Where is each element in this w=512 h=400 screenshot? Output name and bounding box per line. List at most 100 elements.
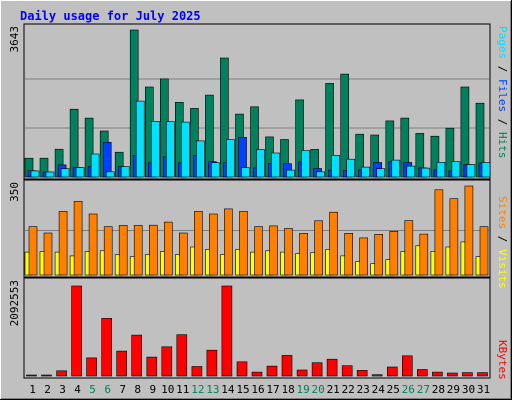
x-tick-label: 15 <box>236 383 249 396</box>
pages-bar <box>120 166 130 178</box>
pages-bar <box>151 121 160 178</box>
kbytes-bar <box>116 350 127 377</box>
visits-bar <box>299 233 308 276</box>
x-tick-label: 11 <box>176 383 189 396</box>
kbytes-bar <box>356 370 368 377</box>
hits-bar <box>460 86 470 178</box>
kbytes-bar <box>371 374 383 377</box>
pages-bar <box>346 158 356 178</box>
visits-bar <box>164 221 173 276</box>
pages-bar <box>30 170 40 178</box>
kbytes-bar <box>341 365 353 377</box>
pages-bar <box>436 162 446 178</box>
panel-top-legend: Pages / Files / Hits <box>496 26 509 159</box>
kbytes-bar <box>311 362 323 377</box>
x-tick-label: 20 <box>311 383 324 396</box>
visits-bar <box>179 232 188 276</box>
visits-bar <box>344 233 354 276</box>
x-tick-label: 31 <box>477 383 490 396</box>
x-tick-label: 8 <box>134 383 141 396</box>
pages-bar <box>75 167 85 178</box>
kbytes-bar <box>41 374 52 377</box>
x-tick-label: 16 <box>251 383 264 396</box>
kbytes-bar <box>176 334 188 377</box>
pages-bar <box>45 171 55 178</box>
panel-middle-legend: Sites / Visits <box>496 196 509 289</box>
x-tick-label: 18 <box>281 383 294 396</box>
legend-entry: / <box>496 229 509 249</box>
panel-middle-bars <box>24 185 489 276</box>
pages-bar <box>105 171 115 178</box>
panel-middle-max-label: 350 <box>8 182 21 202</box>
panel-bottom-bars <box>26 285 488 377</box>
legend-entry: Visits <box>496 249 509 289</box>
kbytes-bar <box>56 370 67 377</box>
kbytes-bar <box>86 357 97 377</box>
pages-bar <box>361 166 371 178</box>
visits-bar <box>449 198 459 276</box>
pages-bar <box>481 162 491 178</box>
kbytes-bar <box>146 356 158 377</box>
kbytes-bar <box>206 349 218 377</box>
visits-bar <box>284 228 293 276</box>
visits-bar <box>224 208 233 276</box>
x-tick-label: 2 <box>44 383 51 396</box>
visits-bar <box>434 189 444 276</box>
x-tick-label: 1 <box>29 383 36 396</box>
pages-bar <box>421 167 431 178</box>
x-tick-label: 14 <box>221 383 235 396</box>
legend-entry: / <box>496 59 509 79</box>
visits-bar <box>209 213 218 276</box>
pages-bar <box>376 168 386 178</box>
legend-entry: KBytes <box>496 340 509 380</box>
visits-bar <box>194 211 203 276</box>
kbytes-bar <box>101 318 112 377</box>
visits-bar <box>149 224 158 276</box>
pages-bar <box>331 155 340 178</box>
x-tick-label: 22 <box>342 383 355 396</box>
legend-entry: Files <box>496 79 509 112</box>
visits-bar <box>103 226 113 276</box>
x-tick-label: 30 <box>462 383 475 396</box>
legend-entry: / <box>496 112 509 132</box>
pages-bar <box>451 161 461 178</box>
kbytes-bar <box>477 372 488 377</box>
visits-bar <box>269 225 278 276</box>
x-tick-label: 21 <box>327 383 340 396</box>
pages-bar <box>241 167 250 178</box>
x-tick-label: 23 <box>357 383 370 396</box>
pages-bar <box>301 150 310 178</box>
x-tick-label: 4 <box>74 383 81 396</box>
kbytes-bar <box>281 355 293 377</box>
visits-bar <box>118 225 128 276</box>
pages-bar <box>406 165 416 178</box>
kbytes-bar <box>416 369 428 377</box>
panel-bottom-max-label: 2092553 <box>8 280 21 326</box>
kbytes-bar <box>131 334 142 377</box>
pages-bar <box>90 153 100 178</box>
pages-bar <box>256 149 265 178</box>
visits-bar <box>73 201 83 276</box>
pages-bar <box>135 100 145 178</box>
pages-bar <box>466 164 476 178</box>
legend-entry: Sites <box>496 196 509 229</box>
legend-entry: Pages <box>496 26 509 59</box>
x-tick-label: 12 <box>191 383 204 396</box>
visits-bar <box>88 213 98 276</box>
pages-bar <box>316 171 325 178</box>
kbytes-bar <box>221 285 233 377</box>
x-tick-label: 9 <box>149 383 156 396</box>
visits-bar <box>464 185 474 276</box>
kbytes-bar <box>26 374 37 377</box>
chart-title: Daily usage for July 2025 <box>20 9 201 23</box>
x-tick-label: 5 <box>89 383 96 396</box>
x-tick-label: 13 <box>206 383 219 396</box>
visits-bar <box>329 211 338 276</box>
panel-visits-sites: 350 Sites / Visits <box>8 179 509 289</box>
x-tick-label: 27 <box>417 383 430 396</box>
kbytes-bar <box>236 361 248 377</box>
pages-bar <box>60 168 70 178</box>
kbytes-bar <box>191 366 203 377</box>
panel-hits-files-pages: 3643 Pages / Files / Hits <box>8 23 509 180</box>
